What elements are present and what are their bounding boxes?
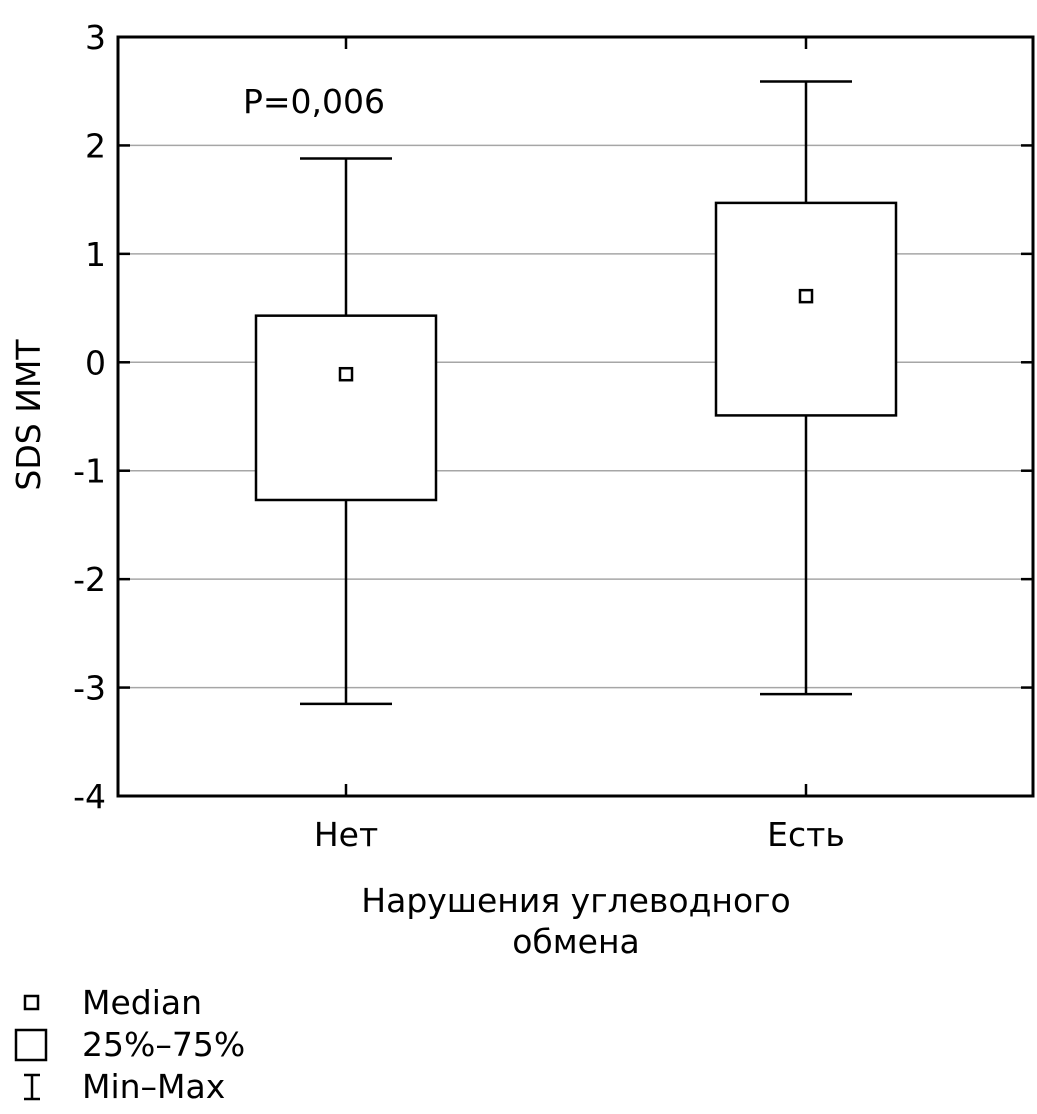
p-value-annotation: P=0,006 [243, 82, 385, 121]
y-axis-title: SDS ИМТ [9, 339, 48, 491]
iqr-box [714, 201, 898, 417]
legend-item-box: 25%–75% [12, 1025, 245, 1065]
legend-label-median: Median [82, 983, 203, 1022]
y-tick-label: 1 [85, 235, 106, 274]
box-range-icon [12, 1025, 52, 1065]
median-marker-icon [12, 983, 52, 1023]
y-tick-label: -1 [73, 452, 106, 491]
y-tick-label: 3 [85, 18, 106, 57]
legend-item-median: Median [12, 983, 202, 1023]
median-marker [798, 288, 814, 304]
y-tick-labels: 3 2 1 0 -1 -2 -3 -4 [73, 18, 106, 816]
legend-label-box: 25%–75% [82, 1025, 246, 1064]
median-marker [338, 366, 354, 382]
y-tick-label: 2 [85, 126, 106, 165]
axis-ticks [118, 35, 1033, 798]
whisker-icon [12, 1067, 52, 1107]
x-tick-labels: Нет Есть [314, 815, 845, 854]
x-tick-label: Нет [314, 815, 378, 854]
legend-item-whisker: Min–Max [12, 1067, 225, 1107]
y-tick-label: -2 [73, 560, 106, 599]
legend-label-whisker: Min–Max [82, 1067, 226, 1106]
x-tick-label: Есть [767, 815, 845, 854]
plot-frame [116, 35, 1035, 798]
box-series [254, 80, 898, 706]
y-tick-label: -4 [73, 777, 106, 816]
y-tick-label: -3 [73, 669, 106, 708]
y-tick-label: 0 [85, 343, 106, 382]
iqr-box [254, 314, 438, 502]
x-axis-title: Нарушения углеводного обмена [361, 881, 790, 961]
